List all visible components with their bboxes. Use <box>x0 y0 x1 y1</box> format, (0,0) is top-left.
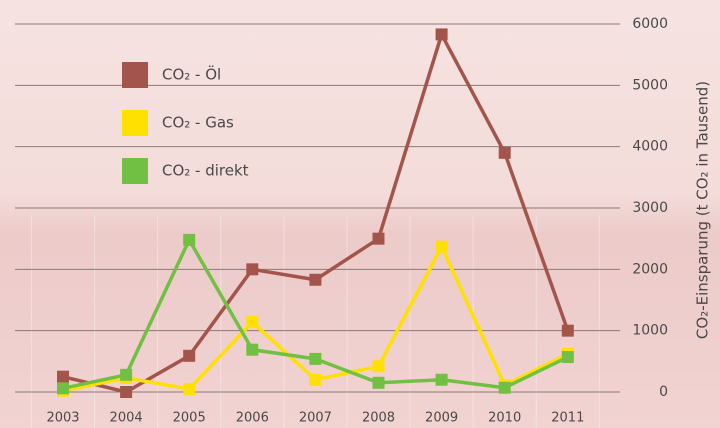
x-tick-label: 2005 <box>173 411 206 426</box>
data-point <box>120 386 132 398</box>
x-tick-label: 2011 <box>551 411 584 426</box>
y-tick-label: 4000 <box>632 139 668 155</box>
legend-label: CO₂ - direkt <box>162 162 249 180</box>
x-tick-label: 2009 <box>425 411 458 426</box>
y-tick-label: 0 <box>659 384 668 400</box>
y-tick-label: 3000 <box>632 200 668 216</box>
x-tick-label: 2007 <box>299 411 332 426</box>
legend-label: CO₂ - Öl <box>162 65 221 84</box>
data-point <box>183 383 195 395</box>
y-axis-label: CO₂-Einsparung (t CO₂ in Tausend) <box>694 81 712 339</box>
data-point <box>183 350 195 362</box>
background <box>0 0 720 428</box>
data-point <box>309 374 321 386</box>
data-point <box>436 374 448 386</box>
y-tick-label: 5000 <box>632 77 668 93</box>
y-tick-label: 1000 <box>632 323 668 339</box>
x-tick-label: 2003 <box>46 411 79 426</box>
data-point <box>309 353 321 365</box>
data-point <box>120 369 132 381</box>
x-tick-label: 2006 <box>236 411 269 426</box>
data-point <box>183 234 195 246</box>
x-tick-label: 2008 <box>362 411 395 426</box>
data-point <box>373 233 385 245</box>
data-point <box>246 263 258 275</box>
data-point <box>562 325 574 337</box>
legend-swatch <box>122 110 148 136</box>
legend-label: CO₂ - Gas <box>162 114 234 132</box>
data-point <box>436 241 448 253</box>
legend-swatch <box>122 62 148 88</box>
data-point <box>309 274 321 286</box>
data-point <box>57 371 69 383</box>
page: {"chart_data": {"type": "line", "y_label… <box>0 0 720 428</box>
legend-swatch <box>122 158 148 184</box>
data-point <box>499 382 511 394</box>
x-tick-label: 2004 <box>110 411 143 426</box>
chart: CO₂-Einsparung (t CO₂ in Tausend) 0 1000 2… <box>0 0 720 428</box>
data-point <box>57 382 69 394</box>
data-point <box>562 351 574 363</box>
x-tick-label: 2010 <box>488 411 521 426</box>
y-tick-label: 6000 <box>632 16 668 32</box>
data-point <box>373 377 385 389</box>
data-point <box>246 316 258 328</box>
y-tick-label: 2000 <box>632 261 668 277</box>
data-point <box>246 344 258 356</box>
data-point <box>373 360 385 372</box>
data-point <box>436 28 448 40</box>
data-point <box>499 147 511 159</box>
